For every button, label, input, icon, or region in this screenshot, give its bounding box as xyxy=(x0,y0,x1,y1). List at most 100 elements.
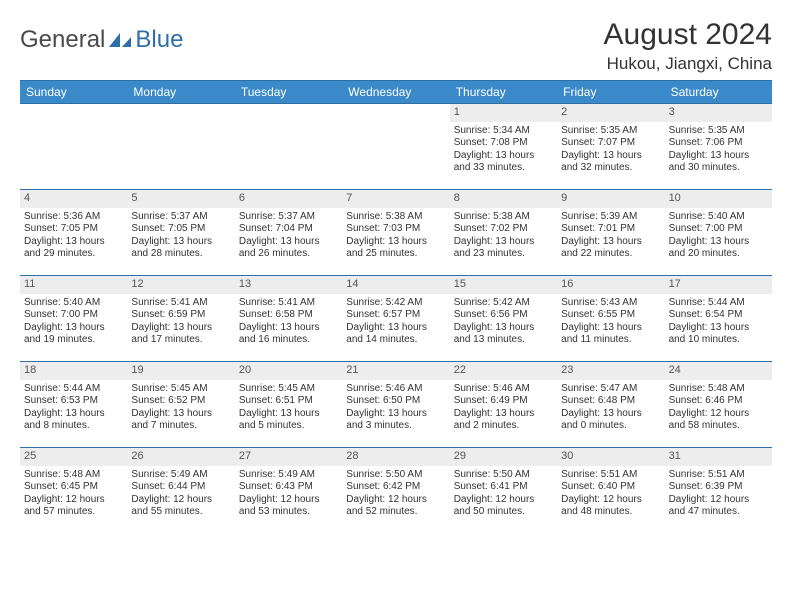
sunrise-line: Sunrise: 5:48 AM xyxy=(24,469,123,482)
day-number: 19 xyxy=(127,362,234,380)
day-number: 16 xyxy=(557,276,664,294)
day-number: 4 xyxy=(20,190,127,208)
sunset-line: Sunset: 7:05 PM xyxy=(131,223,230,236)
daylight-line: Daylight: 13 hours and 26 minutes. xyxy=(239,236,338,261)
sunrise-line: Sunrise: 5:40 AM xyxy=(24,297,123,310)
sunset-line: Sunset: 6:54 PM xyxy=(669,309,768,322)
daylight-line: Daylight: 13 hours and 19 minutes. xyxy=(24,322,123,347)
sunset-line: Sunset: 6:42 PM xyxy=(346,481,445,494)
sunrise-line: Sunrise: 5:49 AM xyxy=(131,469,230,482)
day-cell: 31Sunrise: 5:51 AMSunset: 6:39 PMDayligh… xyxy=(665,447,772,533)
sunset-line: Sunset: 6:50 PM xyxy=(346,395,445,408)
sunset-line: Sunset: 6:51 PM xyxy=(239,395,338,408)
day-number: 24 xyxy=(665,362,772,380)
daylight-line: Daylight: 12 hours and 48 minutes. xyxy=(561,494,660,519)
day-number: 14 xyxy=(342,276,449,294)
sunset-line: Sunset: 6:52 PM xyxy=(131,395,230,408)
day-cell: 30Sunrise: 5:51 AMSunset: 6:40 PMDayligh… xyxy=(557,447,664,533)
sunset-line: Sunset: 7:08 PM xyxy=(454,137,553,150)
daylight-line: Daylight: 12 hours and 57 minutes. xyxy=(24,494,123,519)
day-cell: 10Sunrise: 5:40 AMSunset: 7:00 PMDayligh… xyxy=(665,189,772,275)
day-cell: 11Sunrise: 5:40 AMSunset: 7:00 PMDayligh… xyxy=(20,275,127,361)
logo-text-1: General xyxy=(20,26,105,54)
logo: General Blue xyxy=(20,18,183,54)
sunset-line: Sunset: 7:01 PM xyxy=(561,223,660,236)
dow-header: Thursday xyxy=(450,81,557,103)
sunrise-line: Sunrise: 5:49 AM xyxy=(239,469,338,482)
month-title: August 2024 xyxy=(604,18,772,52)
sunrise-line: Sunrise: 5:42 AM xyxy=(346,297,445,310)
day-number: 17 xyxy=(665,276,772,294)
sunset-line: Sunset: 6:48 PM xyxy=(561,395,660,408)
day-number: 26 xyxy=(127,448,234,466)
sunset-line: Sunset: 6:43 PM xyxy=(239,481,338,494)
dow-header: Sunday xyxy=(20,81,127,103)
dow-header: Saturday xyxy=(665,81,772,103)
day-cell: 5Sunrise: 5:37 AMSunset: 7:05 PMDaylight… xyxy=(127,189,234,275)
daylight-line: Daylight: 13 hours and 0 minutes. xyxy=(561,408,660,433)
calendar-grid: SundayMondayTuesdayWednesdayThursdayFrid… xyxy=(20,81,772,533)
sunset-line: Sunset: 6:55 PM xyxy=(561,309,660,322)
day-cell: 22Sunrise: 5:46 AMSunset: 6:49 PMDayligh… xyxy=(450,361,557,447)
location: Hukou, Jiangxi, China xyxy=(604,54,772,74)
day-cell: 23 Sunrise: 5:47 AMSunset: 6:48 PMDayligh… xyxy=(557,361,664,447)
sunset-line: Sunset: 6:44 PM xyxy=(131,481,230,494)
day-number: 27 xyxy=(235,448,342,466)
sunrise-line: Sunrise: 5:47 AM xyxy=(561,383,660,396)
day-number: 20 xyxy=(235,362,342,380)
day-number: 18 xyxy=(20,362,127,380)
daylight-line: Daylight: 13 hours and 13 minutes. xyxy=(454,322,553,347)
sunset-line: Sunset: 6:57 PM xyxy=(346,309,445,322)
day-number: 23 xyxy=(557,362,664,380)
day-cell: 15Sunrise: 5:42 AMSunset: 6:56 PMDayligh… xyxy=(450,275,557,361)
sunset-line: Sunset: 6:39 PM xyxy=(669,481,768,494)
daylight-line: Daylight: 13 hours and 32 minutes. xyxy=(561,150,660,175)
day-cell: 3Sunrise: 5:35 AMSunset: 7:06 PMDaylight… xyxy=(665,103,772,189)
sunrise-line: Sunrise: 5:44 AM xyxy=(24,383,123,396)
sunrise-line: Sunrise: 5:35 AM xyxy=(561,125,660,138)
sunrise-line: Sunrise: 5:38 AM xyxy=(346,211,445,224)
day-cell: 18Sunrise: 5:44 AMSunset: 6:53 PMDayligh… xyxy=(20,361,127,447)
day-number: 9 xyxy=(557,190,664,208)
daylight-line: Daylight: 13 hours and 29 minutes. xyxy=(24,236,123,261)
sunset-line: Sunset: 6:46 PM xyxy=(669,395,768,408)
daylight-line: Daylight: 12 hours and 55 minutes. xyxy=(131,494,230,519)
daylight-line: Daylight: 13 hours and 23 minutes. xyxy=(454,236,553,261)
day-number: 2 xyxy=(557,104,664,122)
sunrise-line: Sunrise: 5:51 AM xyxy=(561,469,660,482)
day-number: 7 xyxy=(342,190,449,208)
daylight-line: Daylight: 13 hours and 20 minutes. xyxy=(669,236,768,261)
daylight-line: Daylight: 13 hours and 33 minutes. xyxy=(454,150,553,175)
sunrise-line: Sunrise: 5:34 AM xyxy=(454,125,553,138)
daylight-line: Daylight: 13 hours and 2 minutes. xyxy=(454,408,553,433)
empty-cell: . xyxy=(127,103,234,189)
day-cell: 1Sunrise: 5:34 AMSunset: 7:08 PMDaylight… xyxy=(450,103,557,189)
sunset-line: Sunset: 7:07 PM xyxy=(561,137,660,150)
daylight-line: Daylight: 13 hours and 28 minutes. xyxy=(131,236,230,261)
day-cell: 12Sunrise: 5:41 AMSunset: 6:59 PMDayligh… xyxy=(127,275,234,361)
sunrise-line: Sunrise: 5:44 AM xyxy=(669,297,768,310)
daylight-line: Daylight: 12 hours and 53 minutes. xyxy=(239,494,338,519)
sunrise-line: Sunrise: 5:39 AM xyxy=(561,211,660,224)
daylight-line: Daylight: 13 hours and 11 minutes. xyxy=(561,322,660,347)
daylight-line: Daylight: 13 hours and 3 minutes. xyxy=(346,408,445,433)
sunset-line: Sunset: 7:03 PM xyxy=(346,223,445,236)
day-cell: 13Sunrise: 5:41 AMSunset: 6:58 PMDayligh… xyxy=(235,275,342,361)
sunrise-line: Sunrise: 5:45 AM xyxy=(239,383,338,396)
day-cell: 16Sunrise: 5:43 AMSunset: 6:55 PMDayligh… xyxy=(557,275,664,361)
daylight-line: Daylight: 13 hours and 14 minutes. xyxy=(346,322,445,347)
day-number: 12 xyxy=(127,276,234,294)
sunset-line: Sunset: 6:41 PM xyxy=(454,481,553,494)
sunrise-line: Sunrise: 5:50 AM xyxy=(346,469,445,482)
empty-cell: . xyxy=(342,103,449,189)
sunrise-line: Sunrise: 5:35 AM xyxy=(669,125,768,138)
logo-sail-icon xyxy=(109,31,133,49)
sunrise-line: Sunrise: 5:41 AM xyxy=(239,297,338,310)
sunrise-line: Sunrise: 5:48 AM xyxy=(669,383,768,396)
empty-cell: . xyxy=(235,103,342,189)
sunset-line: Sunset: 6:49 PM xyxy=(454,395,553,408)
sunset-line: Sunset: 6:59 PM xyxy=(131,309,230,322)
dow-header: Friday xyxy=(557,81,664,103)
daylight-line: Daylight: 13 hours and 16 minutes. xyxy=(239,322,338,347)
header: General Blue August 2024 Hukou, Jiangxi,… xyxy=(20,18,772,74)
